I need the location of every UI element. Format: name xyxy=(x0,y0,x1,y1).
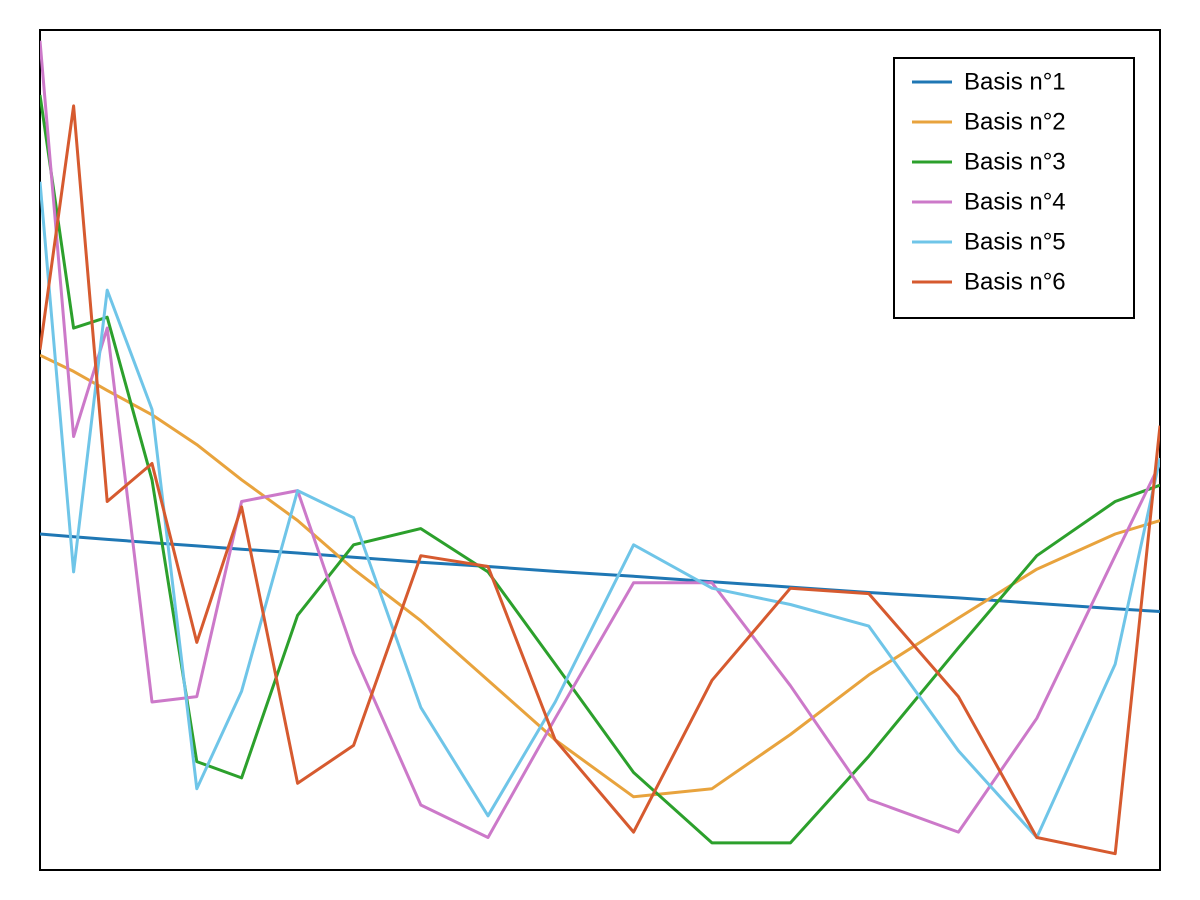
legend: Basis n°1 Basis n°2 Basis n°3 Basis n°4 Basi… xyxy=(894,58,1134,318)
series-basis2 xyxy=(40,355,1160,797)
legend-label-basis3: Basis n°3 xyxy=(964,148,1066,175)
legend-label-basis1: Basis n°1 xyxy=(964,68,1066,95)
series-basis1 xyxy=(40,534,1160,612)
legend-label-basis2: Basis n°2 xyxy=(964,108,1066,135)
legend-label-basis4: Basis n°4 xyxy=(964,188,1066,215)
legend-label-basis6: Basis n°6 xyxy=(964,268,1066,295)
basis-functions-chart: Basis n°1 Basis n°2 Basis n°3 Basis n°4 Basi… xyxy=(0,0,1200,900)
legend-label-basis5: Basis n°5 xyxy=(964,228,1066,255)
chart-container: Basis n°1 Basis n°2 Basis n°3 Basis n°4 Basi… xyxy=(0,0,1200,900)
